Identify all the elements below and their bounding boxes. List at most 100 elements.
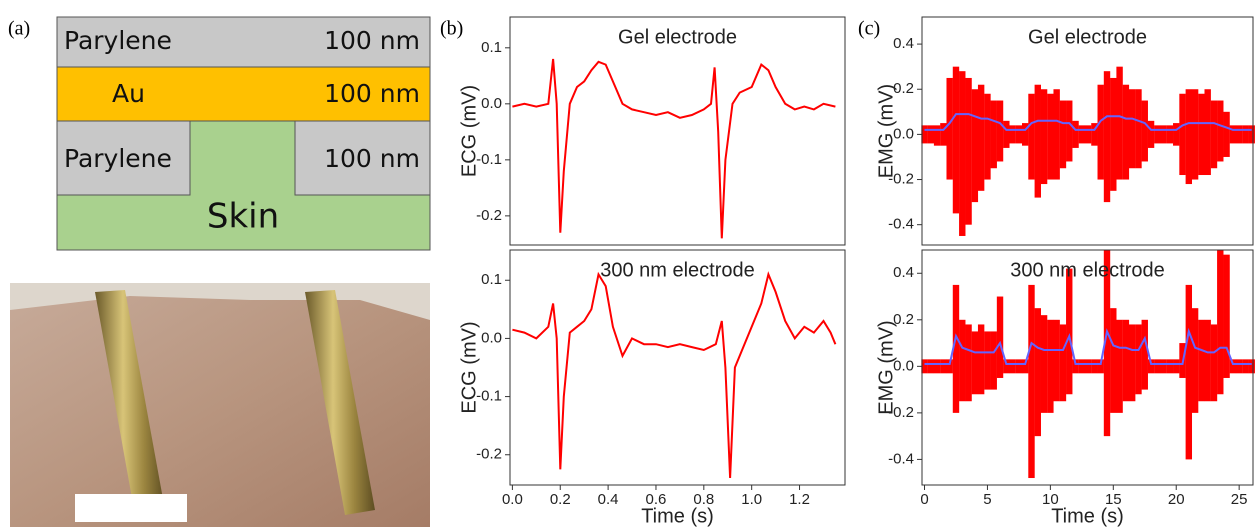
y-tick-label: -0.2 [888,404,914,421]
x-tick-label: 5 [983,491,991,508]
signal-band [952,284,960,413]
signal-band [1147,120,1155,148]
signal-band [996,100,1004,162]
signal-band [1141,319,1148,390]
signal-band [1034,84,1041,198]
signal-band [1015,125,1023,144]
signal-band [1084,359,1092,374]
chart-title: Gel electrode [1028,26,1147,48]
x-tick-label: 0.6 [646,491,667,508]
plot-frame [509,16,846,246]
x-tick-label: 1.2 [789,491,810,508]
signal-band [1066,268,1073,395]
x-tick-label: 0.2 [550,491,571,508]
signal-band [1091,123,1098,146]
layer-name: Skin [207,197,279,237]
signal-band [1160,125,1167,144]
parylene-block [56,120,191,196]
signal-band [996,296,1004,378]
signal-band [977,84,985,191]
signal-band [1191,308,1199,413]
y-axis-label: EMG (mV) [875,320,897,414]
signal-band [1248,359,1255,374]
signal-band [1147,359,1155,374]
signal-band [1217,100,1224,162]
signal-band [1185,284,1193,460]
y-axis-label: ECG (mV) [458,321,480,413]
photo-electrode [305,290,375,515]
signal-band [1235,359,1243,374]
signal-band [1173,359,1180,374]
panel-label: (b) [440,18,463,40]
data-line [512,271,837,479]
signal-band [1047,93,1054,180]
y-tick-label: 0.1 [481,271,502,288]
x-tick-label: 20 [1168,491,1185,508]
signal-band [933,359,941,374]
y-tick-label: 0.0 [893,125,914,142]
signal-band [946,359,953,374]
panel-label: (c) [858,18,880,40]
layer-name: Parylene [64,26,172,55]
signal-band [1122,84,1130,180]
chart-title: 300 nm electrode [600,259,755,281]
signal-band [1078,359,1086,374]
y-axis-label: ECG (mV) [458,85,480,177]
signal-band [1122,319,1130,402]
signal-band [1028,93,1035,180]
layer-stack [56,16,431,251]
y-tick-label: 0.0 [481,95,502,112]
signal-band [1223,254,1230,378]
signal-band [1166,359,1174,374]
signal-band [1235,125,1243,144]
plot-frame [921,249,1254,486]
au-layer [56,66,431,122]
signal-band [1229,359,1237,374]
signal-band [1242,359,1249,374]
signal-band [959,71,966,236]
y-tick-label: -0.1 [476,388,502,405]
x-axis-label: Time (s) [641,505,714,527]
signal-band [1022,123,1029,146]
layer-thickness: 100 nm [324,26,420,55]
signal-band [977,324,985,395]
y-tick-label: -0.4 [888,450,914,467]
chart-title: 300 nm electrode [1010,259,1165,281]
signal-band [1191,89,1199,180]
signal-band [1022,359,1029,374]
y-tick-label: -0.2 [888,171,914,188]
signal-band [1084,125,1092,144]
signal-band [965,324,972,402]
signal-band [952,66,960,214]
signal-band [1210,100,1218,169]
x-tick-label: 25 [1231,491,1248,508]
signal-band [990,100,997,169]
signal-band [990,331,997,390]
x-tick-label: 0.8 [693,491,714,508]
signal-band [1072,120,1079,148]
signal-band [1066,100,1073,162]
y-axis-label: EMG (mV) [875,84,897,178]
x-tick-label: 10 [1042,491,1059,508]
y-tick-label: 0.2 [893,311,914,328]
signal-band [1097,84,1104,180]
signal-band [940,359,947,374]
signal-band [1204,89,1211,176]
signal-band [1116,319,1123,413]
plot: 0.1 0.0 -0.1 -0.2 Gel electrode ECG (mV) [458,16,846,246]
signal-band [1135,89,1142,169]
signal-band [1110,308,1117,413]
signal-band [1248,125,1255,144]
signal-band [1034,308,1041,437]
signal-band [940,123,947,146]
signal-band [927,359,935,374]
photo-electrode [95,290,165,515]
y-tick-label: 0.0 [893,357,914,374]
signal-band [927,125,935,144]
signal-band [1072,359,1079,374]
signal-band [1154,125,1161,144]
signal-band [946,77,953,180]
signal-band [933,125,941,146]
